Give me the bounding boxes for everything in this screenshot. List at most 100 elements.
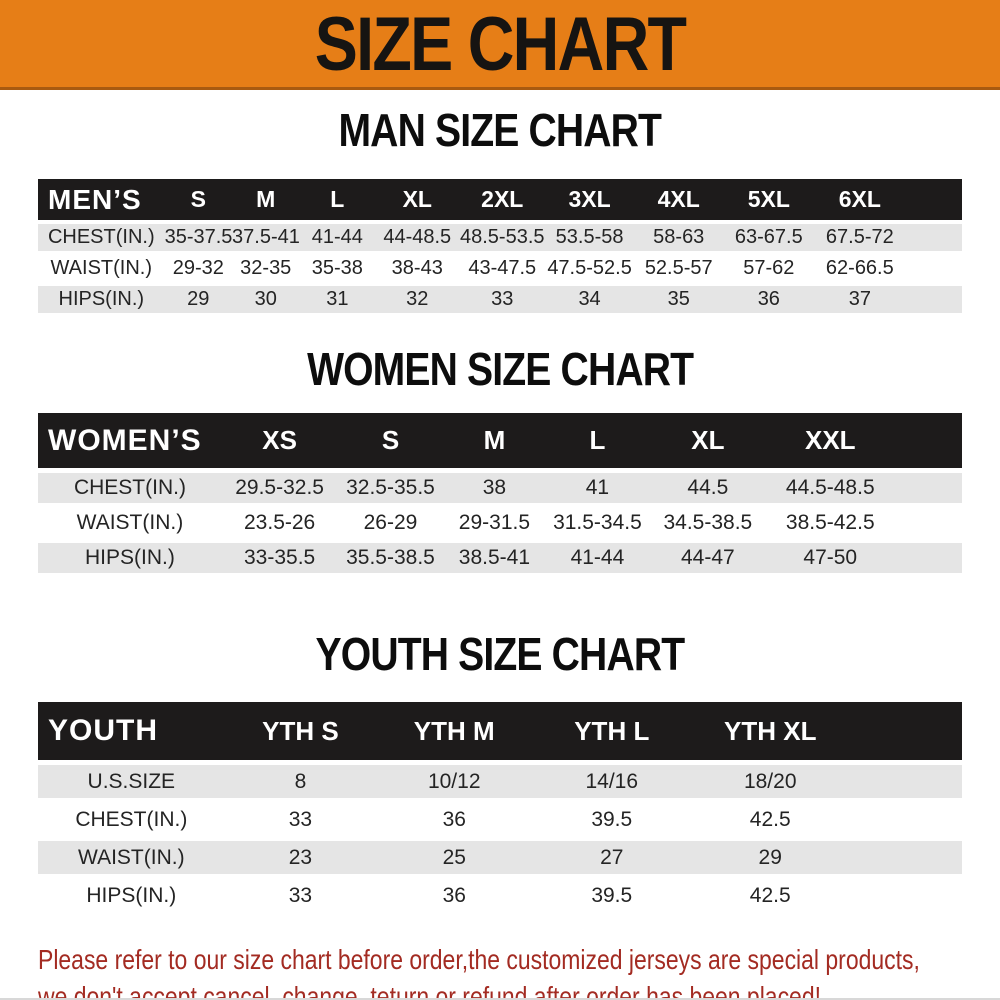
measurement-cell: 42.5 [691, 879, 850, 912]
men-size-header-xl: XL [375, 179, 460, 220]
measurement-cell: 29.5-32.5 [221, 473, 338, 503]
row-label: WAIST(IN.) [38, 508, 222, 538]
youth-section-title-text: YOUTH SIZE CHART [315, 628, 686, 680]
measurement-cell: 57-62 [723, 255, 815, 282]
row-label: WAIST(IN.) [38, 255, 165, 282]
measurement-cell: 39.5 [532, 879, 692, 912]
row-label: HIPS(IN.) [38, 879, 225, 912]
measurement-cell: 10/12 [376, 765, 533, 798]
women-hips-row: HIPS(IN.) 33-35.5 35.5-38.5 38.5-41 41-4… [38, 543, 962, 573]
youth-header-label: YOUTH [38, 702, 225, 760]
men-size-header-4xl: 4XL [633, 179, 724, 220]
measurement-cell: 29 [164, 286, 233, 313]
row-label: CHEST(IN.) [38, 224, 165, 251]
men-chest-row: CHEST(IN.) 35-37.5 37.5-41 41-44 44-48.5… [38, 224, 962, 251]
men-header-label: MEN’S [38, 179, 165, 220]
youth-hips-row: HIPS(IN.) 33 36 39.5 42.5 [38, 879, 962, 912]
men-section-title: MAN SIZE CHART [0, 104, 1000, 165]
row-label: CHEST(IN.) [38, 473, 222, 503]
measurement-cell: 31.5-34.5 [545, 508, 650, 538]
measurement-cell: 41-44 [545, 543, 650, 573]
measurement-cell: 29-32 [164, 255, 233, 282]
measurement-cell: 37 [814, 286, 906, 313]
women-size-table: WOMEN’S XS S M L XL XXL CHEST(IN.) 29.5-… [38, 408, 962, 578]
spacer-cell [849, 803, 962, 836]
men-size-header-l: L [299, 179, 376, 220]
measurement-cell: 43-47.5 [459, 255, 546, 282]
spacer-cell [849, 702, 962, 760]
youth-size-header-l: YTH L [532, 702, 692, 760]
youth-header-row: YOUTH YTH S YTH M YTH L YTH XL [38, 702, 962, 760]
men-size-header-5xl: 5XL [723, 179, 815, 220]
measurement-cell: 47.5-52.5 [545, 255, 634, 282]
disclaimer-line-2: we don't accept cancel, change, teturn o… [38, 981, 821, 1000]
spacer-cell [849, 879, 962, 912]
measurement-cell: 35-37.5 [164, 224, 233, 251]
men-size-header-s: S [164, 179, 233, 220]
spacer-cell [905, 286, 962, 313]
men-size-header-m: M [232, 179, 300, 220]
measurement-cell: 39.5 [532, 803, 692, 836]
row-label: HIPS(IN.) [38, 286, 165, 313]
disclaimer: Please refer to our size chart before or… [38, 941, 1000, 1000]
measurement-cell: 36 [376, 803, 533, 836]
row-label: U.S.SIZE [38, 765, 225, 798]
measurement-cell: 14/16 [532, 765, 692, 798]
measurement-cell: 38-43 [375, 255, 460, 282]
banner-title: SIZE CHART [314, 2, 687, 87]
measurement-cell: 53.5-58 [545, 224, 634, 251]
measurement-cell: 29-31.5 [443, 508, 546, 538]
spacer-cell [894, 543, 962, 573]
measurement-cell: 32 [375, 286, 460, 313]
men-size-header-6xl: 6XL [814, 179, 906, 220]
measurement-cell: 42.5 [691, 803, 850, 836]
women-header-label: WOMEN’S [38, 413, 222, 468]
measurement-cell: 23 [224, 841, 377, 874]
measurement-cell: 35.5-38.5 [337, 543, 444, 573]
men-size-header-3xl: 3XL [545, 179, 634, 220]
measurement-cell: 25 [376, 841, 533, 874]
measurement-cell: 37.5-41 [232, 224, 300, 251]
women-chest-row: CHEST(IN.) 29.5-32.5 32.5-35.5 38 41 44.… [38, 473, 962, 503]
measurement-cell: 35 [633, 286, 724, 313]
measurement-cell: 44.5 [649, 473, 767, 503]
women-waist-row: WAIST(IN.) 23.5-26 26-29 29-31.5 31.5-34… [38, 508, 962, 538]
women-size-header-xl: XL [649, 413, 767, 468]
measurement-cell: 33 [224, 803, 377, 836]
measurement-cell: 18/20 [691, 765, 850, 798]
youth-size-header-m: YTH M [376, 702, 533, 760]
measurement-cell: 34 [545, 286, 634, 313]
spacer-cell [894, 508, 962, 538]
women-size-header-l: L [545, 413, 650, 468]
spacer-cell [905, 179, 962, 220]
measurement-cell: 36 [723, 286, 815, 313]
women-section-title-text: WOMEN SIZE CHART [306, 343, 694, 395]
measurement-cell: 44.5-48.5 [766, 473, 895, 503]
women-size-header-xs: XS [221, 413, 338, 468]
measurement-cell: 47-50 [766, 543, 895, 573]
measurement-cell: 29 [691, 841, 850, 874]
women-size-header-xxl: XXL [766, 413, 895, 468]
men-size-header-2xl: 2XL [459, 179, 546, 220]
measurement-cell: 41-44 [299, 224, 376, 251]
measurement-cell: 27 [532, 841, 692, 874]
measurement-cell: 63-67.5 [723, 224, 815, 251]
youth-ussize-row: U.S.SIZE 8 10/12 14/16 18/20 [38, 765, 962, 798]
banner: SIZE CHART [0, 0, 1000, 90]
measurement-cell: 32-35 [232, 255, 300, 282]
row-label: WAIST(IN.) [38, 841, 225, 874]
spacer-cell [905, 255, 962, 282]
youth-waist-row: WAIST(IN.) 23 25 27 29 [38, 841, 962, 874]
men-header-row: MEN’S S M L XL 2XL 3XL 4XL 5XL 6XL [38, 179, 962, 220]
women-section-title: WOMEN SIZE CHART [0, 343, 1000, 404]
youth-section-title: YOUTH SIZE CHART [0, 628, 1000, 689]
measurement-cell: 23.5-26 [221, 508, 338, 538]
disclaimer-line-1: Please refer to our size chart before or… [38, 944, 920, 975]
youth-chest-row: CHEST(IN.) 33 36 39.5 42.5 [38, 803, 962, 836]
men-hips-row: HIPS(IN.) 29 30 31 32 33 34 35 36 37 [38, 286, 962, 313]
women-header-row: WOMEN’S XS S M L XL XXL [38, 413, 962, 468]
measurement-cell: 62-66.5 [814, 255, 906, 282]
measurement-cell: 67.5-72 [814, 224, 906, 251]
measurement-cell: 44-48.5 [375, 224, 460, 251]
